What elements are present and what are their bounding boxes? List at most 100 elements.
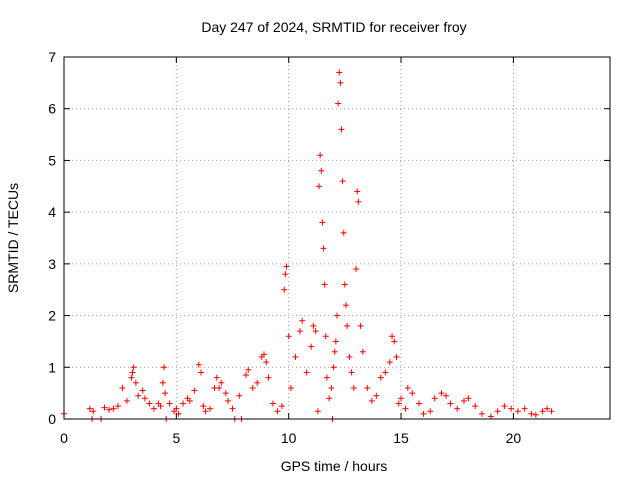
data-point	[332, 338, 339, 345]
data-point	[334, 312, 340, 319]
grid	[64, 57, 610, 419]
data-point	[216, 384, 223, 391]
data-point	[243, 372, 249, 379]
data-point	[202, 408, 209, 415]
data-point	[110, 405, 117, 412]
x-tick-label: 10	[281, 430, 297, 446]
data-point	[173, 405, 180, 412]
data-point	[431, 395, 438, 402]
data-point	[539, 408, 546, 415]
data-point	[386, 359, 393, 366]
data-point	[420, 410, 427, 417]
data-point	[354, 188, 361, 195]
data-point	[487, 413, 494, 420]
data-point	[90, 408, 97, 415]
data-point	[312, 328, 319, 335]
data-point	[166, 400, 173, 407]
y-tick-label: 7	[48, 49, 56, 65]
data-point	[532, 411, 539, 418]
data-point	[139, 387, 146, 394]
data-point	[282, 271, 289, 278]
data-point	[229, 405, 236, 412]
data-point	[402, 405, 409, 412]
data-point	[389, 333, 396, 340]
data-point	[317, 152, 324, 159]
data-point	[285, 333, 292, 340]
data-point	[357, 322, 364, 329]
x-tick-label: 15	[393, 430, 409, 446]
data-point	[341, 281, 348, 288]
data-point	[150, 405, 157, 412]
y-tick-label: 0	[48, 411, 56, 427]
x-tick-label: 0	[60, 430, 68, 446]
data-point	[404, 384, 411, 391]
data-point	[320, 245, 327, 252]
data-point	[260, 351, 267, 358]
data-point	[281, 286, 288, 293]
plot-frame	[63, 56, 611, 420]
data-point	[198, 369, 205, 376]
data-point	[225, 397, 232, 404]
data-point	[310, 322, 317, 329]
data-point	[355, 198, 362, 205]
data-point	[373, 392, 380, 399]
data-point	[460, 397, 467, 404]
data-point	[129, 369, 136, 376]
y-tick-label: 5	[48, 152, 56, 168]
data-point	[338, 126, 345, 133]
data-point	[160, 364, 167, 371]
axis-ticks: 0 1 2 3 4 5 6 7 0 5 10 15 20	[48, 49, 610, 446]
data-point	[207, 405, 214, 412]
data-point	[340, 229, 347, 236]
data-point	[157, 403, 164, 410]
y-tick-label: 4	[48, 204, 56, 220]
data-point	[528, 410, 535, 417]
data-point	[249, 384, 256, 391]
data-point	[348, 369, 355, 376]
data-point	[213, 374, 220, 381]
data-point	[342, 302, 349, 309]
data-point	[398, 395, 405, 402]
data-point	[353, 266, 360, 273]
data-point	[344, 322, 351, 329]
data-point	[200, 403, 207, 410]
data-point	[128, 374, 135, 381]
data-point	[132, 379, 139, 386]
data-point	[159, 379, 166, 386]
data-point	[427, 408, 434, 415]
data-point	[186, 397, 193, 404]
data-point	[245, 366, 252, 373]
data-point	[409, 390, 416, 397]
data-point	[191, 387, 198, 394]
data-point	[454, 405, 461, 412]
data-point	[501, 403, 508, 410]
data-point	[368, 397, 375, 404]
data-point	[263, 359, 270, 366]
data-point	[382, 369, 389, 376]
data-point	[292, 353, 299, 360]
x-tick-label: 20	[506, 430, 522, 446]
data-point	[465, 395, 472, 402]
x-axis-label: GPS time / hours	[281, 458, 388, 474]
data-point	[86, 405, 93, 412]
data-point	[508, 405, 515, 412]
data-point	[105, 406, 112, 413]
data-point	[287, 384, 294, 391]
data-point	[416, 400, 423, 407]
data-point	[391, 338, 398, 345]
data-point	[494, 408, 501, 415]
chart-title: Day 247 of 2024, SRMTID for receiver fro…	[201, 19, 466, 35]
data-point	[323, 374, 330, 381]
x-tick-label: 5	[172, 430, 180, 446]
data-point	[274, 408, 281, 415]
data-point	[395, 400, 402, 407]
data-point	[328, 384, 335, 391]
y-tick-label: 1	[48, 359, 56, 375]
data-point	[321, 281, 328, 288]
data-point	[135, 392, 142, 399]
data-point	[514, 408, 521, 415]
data-point	[283, 263, 290, 270]
data-point	[548, 408, 555, 415]
data-point	[447, 400, 454, 407]
y-tick-label: 2	[48, 308, 56, 324]
